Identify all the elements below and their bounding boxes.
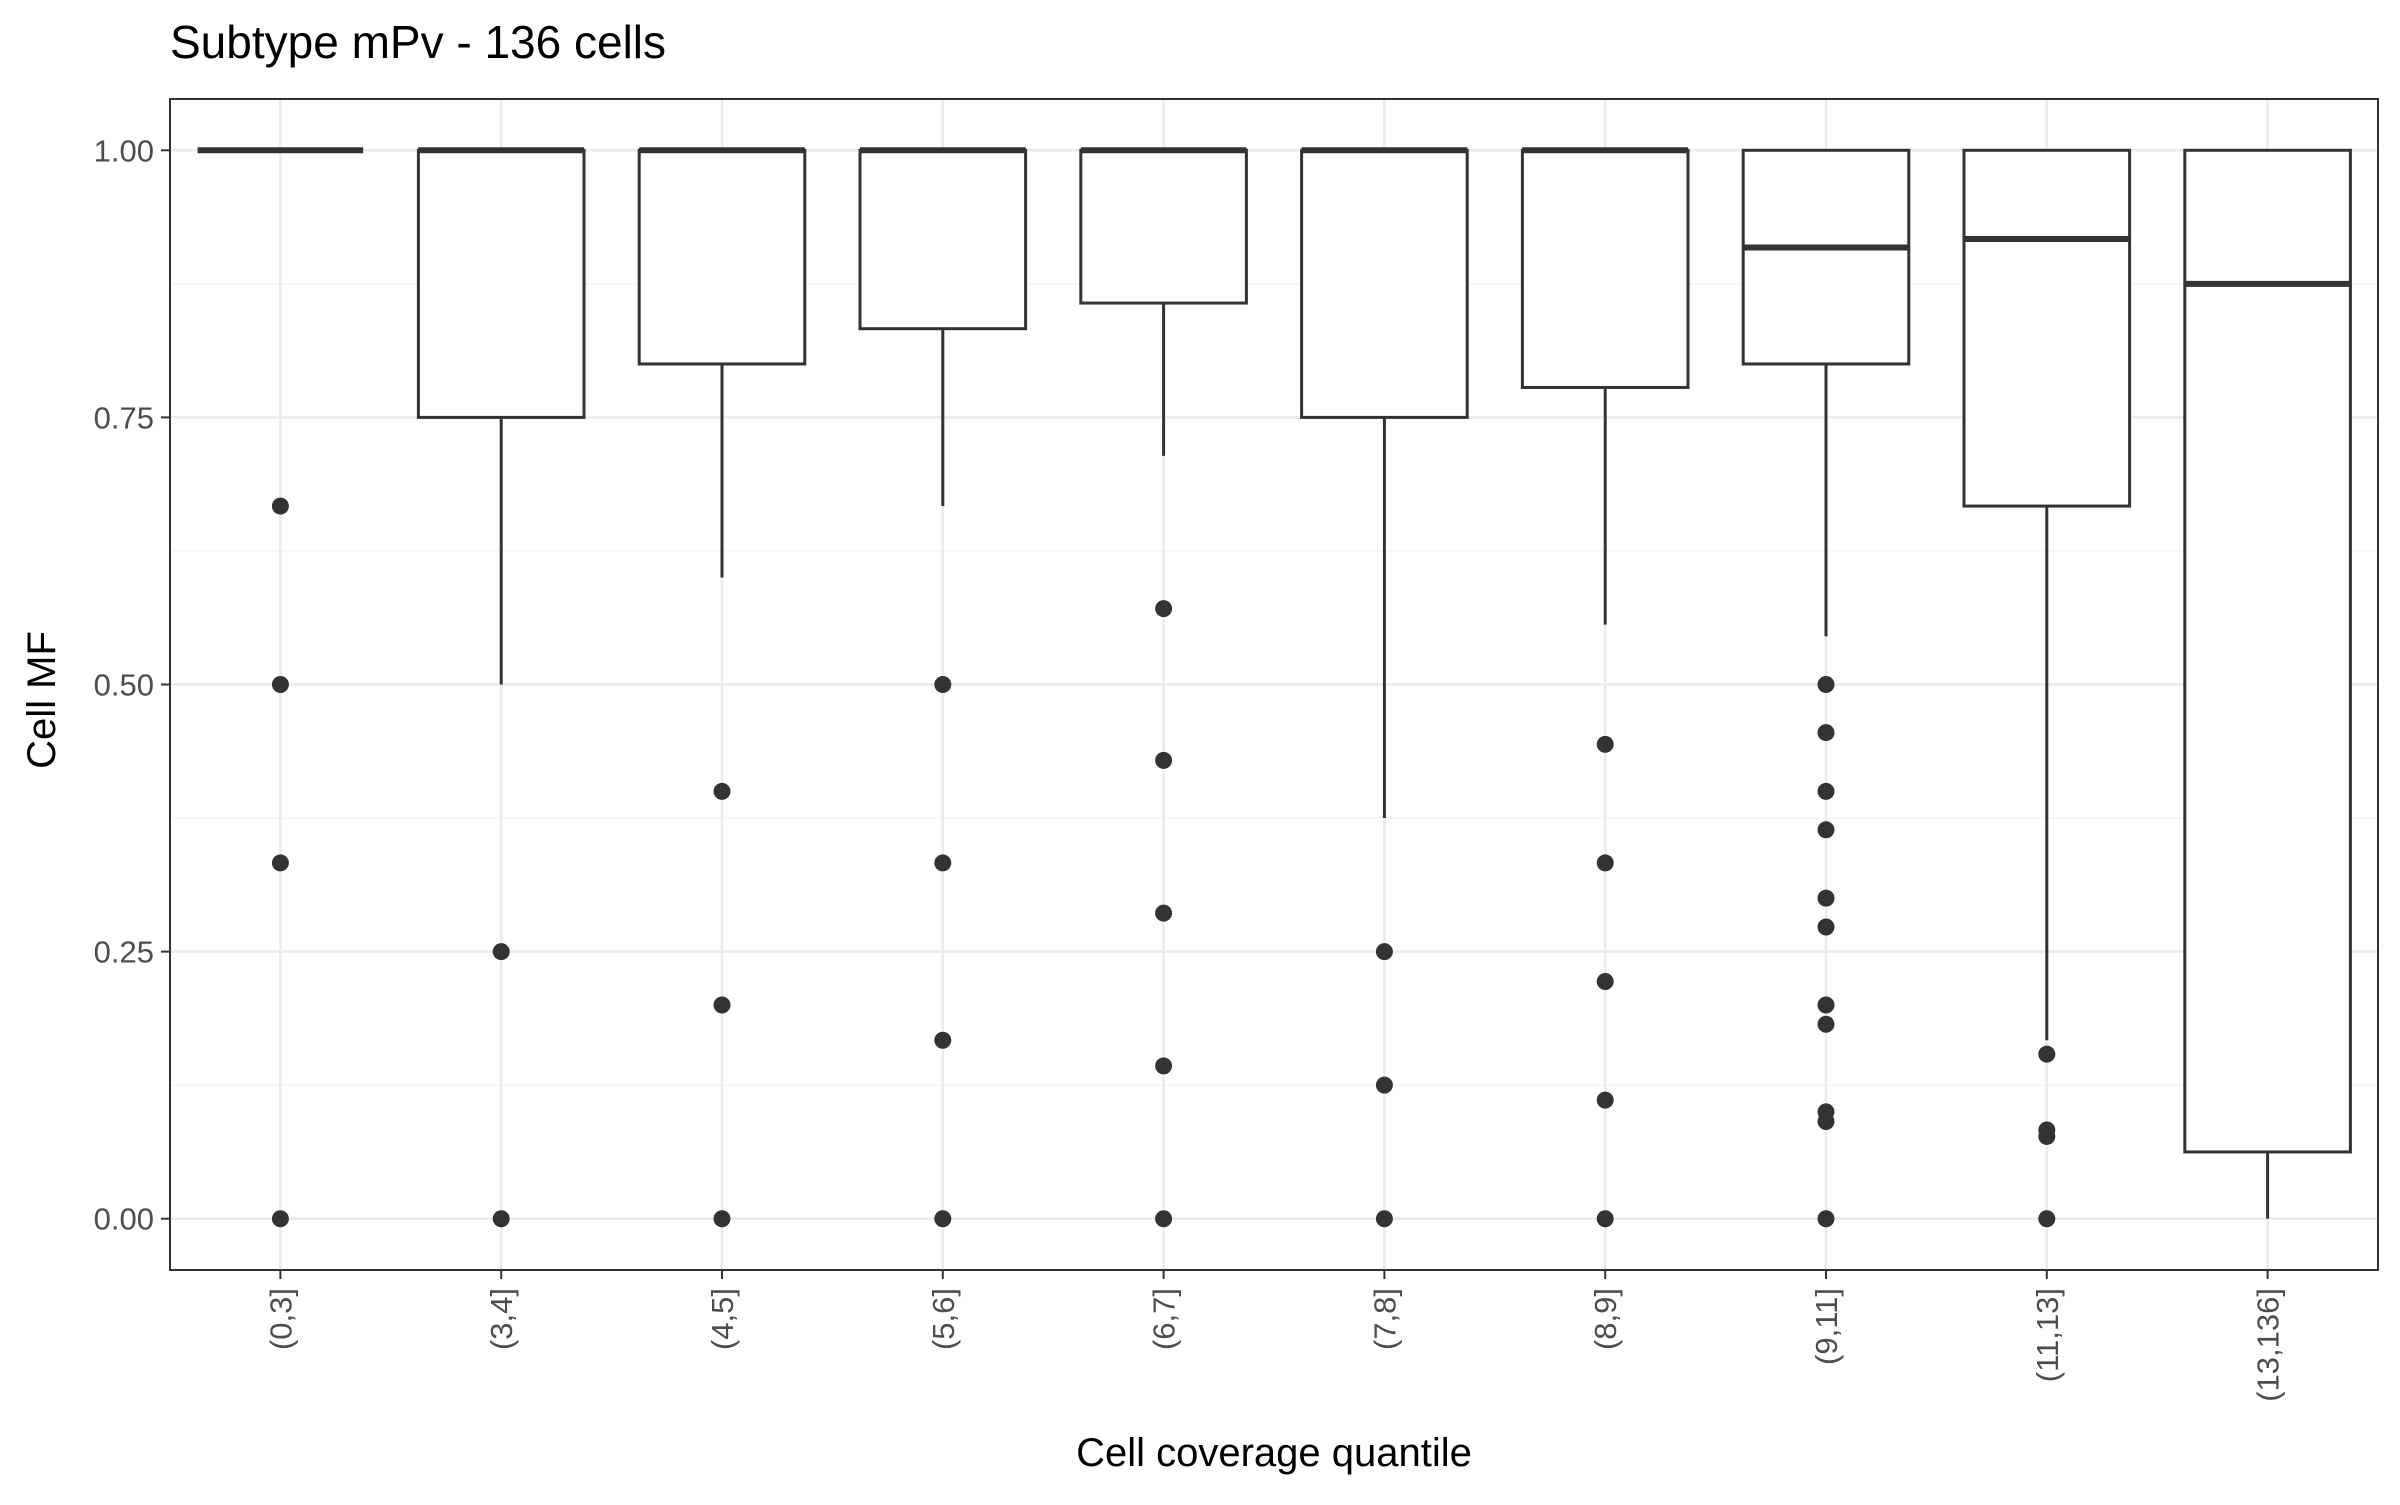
box-iqr [637, 148, 807, 366]
box-group [1962, 148, 2132, 1228]
y-tick-label: 1.00 [94, 133, 154, 168]
box-group [2183, 148, 2352, 1219]
outlier-point [492, 1210, 510, 1228]
box-iqr [1520, 148, 1690, 389]
outlier-point [2038, 1210, 2056, 1228]
boxes [197, 147, 2352, 1228]
outlier-point [1817, 1015, 1835, 1033]
outlier-point [1817, 1112, 1835, 1130]
box-group [1520, 147, 1690, 1228]
outlier-point [271, 497, 289, 515]
outlier-point [1817, 782, 1835, 800]
x-tick-label: (6,7] [1147, 1288, 1182, 1350]
outlier-point [1375, 1076, 1393, 1094]
outlier-point [492, 943, 510, 961]
box-iqr [1079, 148, 1248, 305]
x-tick-label: (0,3] [263, 1288, 298, 1350]
x-tick-label: (3,4] [484, 1288, 519, 1350]
y-axis-title: Cell MF [20, 631, 64, 769]
outlier-point [1817, 1210, 1835, 1228]
outlier-point [271, 1210, 289, 1228]
x-axis-title: Cell coverage quantile [1076, 1431, 1472, 1475]
box-iqr [416, 148, 586, 419]
outlier-point [1817, 996, 1835, 1014]
outlier-point [1596, 854, 1614, 872]
x-axis: (0,3] (3,4] (4,5] (5,6] (6,7] (7,8] (8,9] (9,11… [263, 1270, 2286, 1402]
outlier-point [1817, 676, 1835, 693]
outlier-point [1817, 918, 1835, 936]
y-axis: 0.00 0.25 0.50 0.75 1.00 [94, 133, 170, 1237]
box-iqr [1962, 148, 2132, 508]
y-tick-label: 0.75 [94, 400, 154, 435]
outlier-point [1155, 600, 1173, 618]
x-tick-label: (4,5] [705, 1288, 740, 1350]
box-group [1079, 147, 1248, 1228]
x-tick-label: (7,8] [1367, 1288, 1402, 1350]
outlier-point [934, 1210, 952, 1228]
outlier-point [1596, 1091, 1614, 1109]
outlier-point [1155, 751, 1173, 769]
outlier-point [2038, 1045, 2056, 1063]
x-tick-label: (11,13] [2030, 1288, 2065, 1382]
outlier-point [1817, 889, 1835, 907]
x-tick-label: (13,136] [2251, 1288, 2286, 1402]
outlier-point [1375, 943, 1393, 961]
box-iqr [2183, 148, 2352, 1154]
y-tick-label: 0.50 [94, 668, 154, 703]
outlier-point [934, 676, 952, 693]
outlier-point [1817, 821, 1835, 839]
box-iqr [1741, 148, 1911, 366]
box-group [1741, 148, 1911, 1228]
outlier-point [934, 854, 952, 872]
outlier-point [713, 782, 731, 800]
outlier-point [1155, 1210, 1173, 1228]
outlier-point [271, 676, 289, 693]
box-iqr [858, 148, 1028, 331]
box-group [858, 147, 1028, 1228]
outlier-point [1817, 724, 1835, 742]
box-group [1300, 147, 1469, 1228]
outlier-point [1155, 904, 1173, 922]
chart-title: Subtype mPv - 136 cells [170, 16, 666, 68]
x-tick-label: (8,9] [1588, 1288, 1623, 1350]
outlier-point [1596, 973, 1614, 991]
box-iqr [1300, 148, 1469, 419]
x-tick-label: (9,11] [1809, 1288, 1844, 1365]
outlier-point [271, 854, 289, 872]
box-group [637, 147, 807, 1228]
outlier-point [2038, 1127, 2056, 1145]
outlier-point [1155, 1057, 1173, 1075]
outlier-point [713, 1210, 731, 1228]
outlier-point [934, 1031, 952, 1049]
outlier-point [713, 996, 731, 1014]
box-group [416, 147, 586, 1228]
x-tick-label: (5,6] [926, 1288, 961, 1350]
outlier-point [1596, 1210, 1614, 1228]
y-tick-label: 0.00 [94, 1202, 154, 1237]
outlier-point [1375, 1210, 1393, 1228]
box-group [197, 147, 364, 1228]
outlier-point [1596, 735, 1614, 753]
y-tick-label: 0.25 [94, 935, 154, 970]
